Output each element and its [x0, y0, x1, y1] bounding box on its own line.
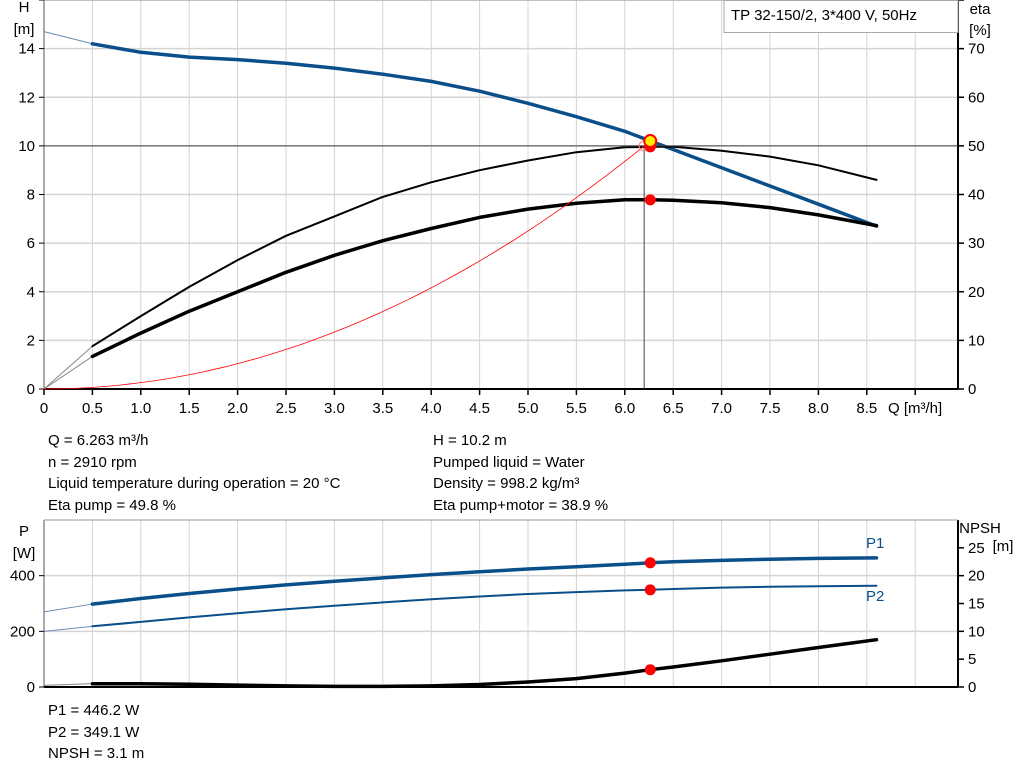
curve-extrapolation-eta_pump: [43, 345, 93, 390]
y2-axis-unit: [%]: [969, 22, 991, 39]
info-liquid: Pumped liquid = Water: [433, 453, 585, 471]
y2-tick-label: 20: [968, 568, 985, 585]
x-tick-label: 8.5: [856, 400, 877, 417]
x-tick-label: 3.5: [372, 400, 393, 417]
curve-eta-pump-motor: [90, 198, 879, 359]
curve-extrapolation-P1: [43, 603, 93, 613]
series-label-p2: P2: [866, 588, 884, 605]
y-tick-label: 6: [27, 235, 35, 252]
y2-tick-label: 10: [968, 332, 985, 349]
y2-tick-label: 5: [968, 651, 976, 668]
x-tick-label: 6.0: [614, 400, 635, 417]
y-tick-label: 4: [27, 284, 35, 301]
y2-tick-label: 25: [968, 540, 985, 557]
curve-p1: [90, 556, 879, 606]
operating-info-bottom: P1 = 446.2 W P2 = 349.1 W NPSH = 3.1 m: [48, 700, 144, 765]
y2-axis-label: eta: [970, 1, 992, 18]
y2-tick-label: 50: [968, 138, 985, 155]
y-tick-label: 14: [18, 41, 35, 58]
operating-point-head: [643, 134, 658, 149]
y-tick-label: 2: [27, 332, 35, 349]
x-tick-label: 1.5: [179, 400, 200, 417]
info-speed: n = 2910 rpm: [48, 453, 137, 471]
x-tick-label: 0.5: [82, 400, 103, 417]
curve-extrapolation-eta_pump_motor: [43, 356, 93, 390]
x-tick-label: 7.5: [760, 400, 781, 417]
y-axis-unit: [m]: [14, 21, 35, 38]
y2-tick-label: 0: [968, 381, 976, 398]
y-axis-label: P: [19, 523, 29, 540]
y2-tick-label: 10: [968, 623, 985, 640]
x-tick-label: 6.5: [663, 400, 684, 417]
x-tick-label: 2.5: [276, 400, 297, 417]
info-p2: P2 = 349.1 W: [48, 723, 140, 741]
y-tick-label: 0: [27, 381, 35, 398]
info-h: H = 10.2 m: [433, 432, 507, 449]
y2-tick-label: 20: [968, 284, 985, 301]
curve-extrapolation-P2: [43, 625, 93, 632]
y-tick-label: 0: [27, 679, 35, 696]
x-axis-label: Q [m³/h]: [888, 400, 942, 417]
info-eta-pump-motor: Eta pump+motor = 38.9 %: [433, 496, 609, 514]
legend-title: TP 32-150/2, 3*400 V, 50Hz: [731, 7, 917, 24]
y-axis-label: H: [19, 0, 30, 16]
x-tick-label: 3.0: [324, 400, 345, 417]
y-tick-label: 10: [18, 138, 35, 155]
x-tick-label: 1.0: [130, 400, 151, 417]
x-tick-label: 2.0: [227, 400, 248, 417]
curve-extrapolation-H: [43, 31, 93, 45]
info-temperature: Liquid temperature during operation = 20…: [48, 475, 341, 492]
y-axis-unit: [W]: [13, 545, 36, 562]
x-tick-label: 7.0: [711, 400, 732, 417]
curve-eta-pump: [91, 145, 878, 348]
operating-point-eta-pump-motor: [644, 194, 656, 206]
y2-tick-label: 15: [968, 596, 985, 613]
operating-info-left: Q = 6.263 m³/h n = 2910 rpm Liquid tempe…: [48, 430, 340, 516]
x-tick-label: 4.5: [469, 400, 490, 417]
y-tick-label: 400: [10, 568, 35, 585]
y-tick-label: 8: [27, 187, 35, 204]
system-curve: [43, 140, 651, 390]
x-tick-label: 5.5: [566, 400, 587, 417]
y2-axis-unit: [m]: [993, 538, 1014, 555]
info-p1: P1 = 446.2 W: [48, 702, 140, 719]
legend-box: [723, 0, 959, 33]
y2-tick-label: 40: [968, 187, 985, 204]
curve-npsh: [90, 637, 879, 689]
y2-tick-label: 30: [968, 235, 985, 252]
y2-tick-label: 0: [968, 679, 976, 696]
y-tick-label: 12: [18, 89, 35, 106]
x-tick-label: 5.0: [518, 400, 539, 417]
y2-axis-label: NPSH: [959, 520, 1001, 537]
x-tick-label: 8.0: [808, 400, 829, 417]
curve-extrapolation-NPSH: [43, 683, 93, 686]
info-q: Q = 6.263 m³/h: [48, 432, 149, 449]
x-tick-label: 4.0: [421, 400, 442, 417]
info-eta-pump: Eta pump = 49.8 %: [48, 496, 176, 514]
curve-p2: [91, 584, 878, 628]
y-tick-label: 200: [10, 623, 35, 640]
y2-tick-label: 70: [968, 41, 985, 58]
operating-point-npsh: [644, 664, 656, 676]
curve-h: [90, 42, 879, 228]
y2-tick-label: 60: [968, 89, 985, 106]
info-density: Density = 998.2 kg/m³: [433, 475, 580, 492]
operating-point-p2: [644, 584, 656, 596]
series-label-p1: P1: [866, 535, 884, 552]
operating-point-p1: [644, 557, 656, 569]
x-tick-label: 0: [40, 400, 48, 417]
info-npsh: NPSH = 3.1 m: [48, 745, 145, 762]
operating-info-right: H = 10.2 m Pumped liquid = Water Density…: [433, 430, 608, 516]
